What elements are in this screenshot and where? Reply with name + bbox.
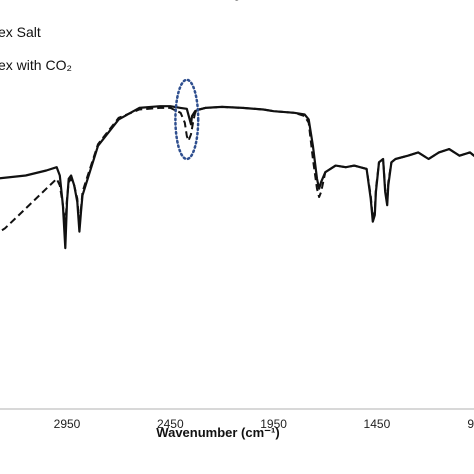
x-tick-label: 9 [467,417,474,431]
x-tick-label: 1450 [364,417,391,431]
plot-area [0,78,474,250]
x-tick-label: 2450 [157,417,184,431]
annotation-layer [174,78,200,161]
x-tick-labels: 2950 2450 1950 1450 9 [54,417,474,431]
x-axis-title: Wavenumber (cm⁻¹) [156,425,279,440]
legend: ex Salt ex with CO₂ [0,24,72,73]
series-line-co2 [0,105,474,233]
x-tick-label: 1950 [260,417,287,431]
x-tick-label: 2950 [54,417,81,431]
legend-entry-salt: ex Salt [0,24,41,40]
series-line-salt [0,105,474,250]
co2-peak-highlight-ellipse [174,78,200,161]
chart-title: g [234,0,241,1]
series-layer [0,105,474,250]
legend-entry-co2: ex with CO₂ [0,57,72,73]
